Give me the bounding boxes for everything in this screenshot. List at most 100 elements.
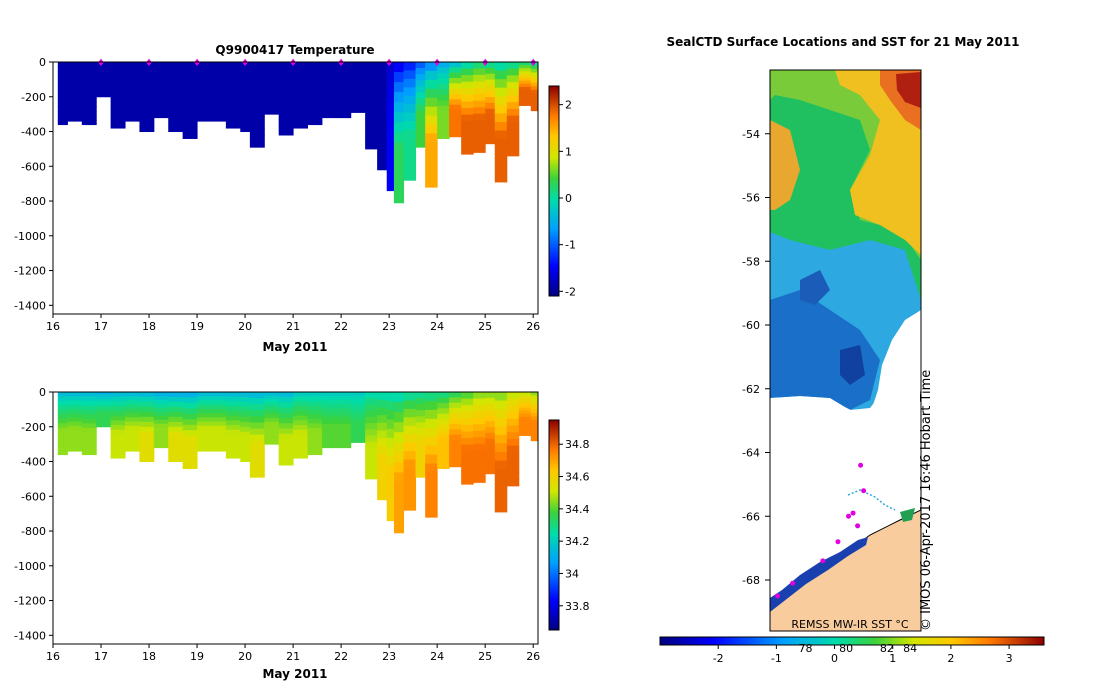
temperature-cell bbox=[168, 126, 184, 133]
y-tick-label: 0 bbox=[39, 56, 46, 69]
salinity-cell bbox=[153, 431, 169, 437]
salinity-cell bbox=[211, 421, 227, 427]
temperature-cell bbox=[139, 116, 155, 123]
salinity-cell bbox=[153, 415, 169, 421]
temperature-cell bbox=[67, 116, 83, 122]
salinity-cell bbox=[249, 392, 265, 399]
temperature-cell bbox=[249, 98, 265, 106]
salinity-cell bbox=[461, 392, 474, 400]
salinity-cell bbox=[307, 432, 323, 438]
temperature-cell bbox=[182, 72, 198, 79]
salinity-cell bbox=[197, 404, 212, 410]
temperature-cell bbox=[506, 129, 520, 137]
temperature-cell bbox=[403, 87, 417, 97]
salinity-cell bbox=[485, 438, 496, 446]
temperature-cell bbox=[377, 100, 388, 109]
temperature-cell bbox=[425, 97, 438, 108]
temperature-cell bbox=[125, 108, 140, 114]
temperature-cell bbox=[278, 98, 294, 105]
salinity-cell bbox=[461, 477, 474, 485]
salinity-colorbar-bar bbox=[548, 419, 560, 631]
salinity-cell bbox=[449, 461, 462, 468]
temperature-cell bbox=[425, 151, 438, 161]
temperature-cell bbox=[365, 130, 378, 137]
colorbar-tick-label: 0 bbox=[565, 192, 572, 205]
temperature-cell bbox=[240, 81, 251, 88]
salinity-cell bbox=[365, 435, 378, 443]
temperature-cell bbox=[506, 75, 520, 83]
temperature-cell bbox=[386, 135, 395, 146]
temperature-cell bbox=[81, 120, 97, 126]
temperature-cell bbox=[110, 123, 126, 129]
temperature-cell bbox=[278, 88, 294, 94]
salinity-cell bbox=[393, 432, 405, 443]
temperature-cell bbox=[377, 92, 388, 101]
temperature-cell bbox=[415, 104, 426, 112]
salinity-cell bbox=[57, 436, 68, 442]
salinity-cell bbox=[473, 456, 486, 464]
temperature-cell bbox=[153, 113, 169, 119]
temperature-cell bbox=[168, 106, 184, 113]
temperature-cell bbox=[211, 78, 227, 84]
salinity-cell bbox=[506, 425, 520, 433]
salinity-cell bbox=[415, 471, 426, 478]
temperature-cell bbox=[473, 139, 486, 147]
temperature-cell bbox=[403, 104, 417, 114]
temperature-cell bbox=[249, 80, 265, 87]
x-tick-label: 20 bbox=[238, 320, 252, 333]
sst-map-y-axis: -54 -56 -58 -60 -62 -64 -66 -68 bbox=[742, 128, 770, 587]
temperature-cell bbox=[518, 86, 532, 91]
salinity-cell bbox=[240, 451, 251, 458]
temperature-profile bbox=[530, 62, 538, 112]
temperature-cell bbox=[425, 169, 438, 179]
temperature-cell bbox=[449, 115, 462, 122]
colorbar-tick-label: 34.8 bbox=[565, 438, 590, 451]
map-y-tick-label: -58 bbox=[742, 255, 760, 268]
salinity-profile bbox=[264, 392, 280, 445]
temperature-cell bbox=[415, 62, 426, 69]
temperature-cell bbox=[182, 122, 198, 129]
temperature-cell bbox=[225, 109, 241, 115]
salinity-cell bbox=[415, 422, 426, 429]
salinity-cell bbox=[437, 430, 450, 437]
temperature-cell bbox=[225, 66, 241, 72]
temperature-cell bbox=[211, 83, 227, 88]
temperature-cell bbox=[386, 144, 395, 155]
salinity-cell bbox=[530, 409, 538, 414]
temperature-colorbar-bar bbox=[548, 85, 560, 297]
salinity-cell bbox=[225, 425, 241, 431]
temperature-cell bbox=[336, 81, 352, 87]
salinity-profile bbox=[437, 392, 450, 469]
salinity-profile bbox=[307, 392, 323, 456]
temperature-cell bbox=[473, 133, 486, 140]
y-tick-label: -800 bbox=[21, 195, 46, 208]
temperature-cell bbox=[518, 62, 532, 66]
salinity-cell bbox=[449, 429, 462, 436]
salinity-profile bbox=[461, 392, 474, 485]
temperature-cell bbox=[530, 100, 538, 105]
salinity-cell bbox=[225, 392, 241, 398]
temperature-cell bbox=[365, 86, 378, 94]
salinity-profile bbox=[494, 392, 508, 513]
salinity-cell bbox=[81, 427, 97, 433]
x-tick-label: 23 bbox=[382, 650, 396, 663]
salinity-cell bbox=[377, 484, 388, 493]
temperature-cell bbox=[377, 131, 388, 140]
temperature-cell bbox=[461, 108, 474, 116]
temperature-cell bbox=[307, 79, 323, 85]
salinity-profile bbox=[125, 392, 140, 452]
temperature-cell bbox=[96, 79, 112, 83]
salinity-cell bbox=[449, 440, 462, 446]
salinity-cell bbox=[96, 424, 112, 428]
salinity-cell bbox=[473, 463, 486, 470]
salinity-cell bbox=[377, 422, 388, 431]
sst-warm-west bbox=[770, 120, 800, 210]
salinity-cell bbox=[225, 410, 241, 417]
temperature-profile bbox=[81, 62, 97, 126]
temperature-cell bbox=[494, 79, 508, 89]
salinity-cell bbox=[249, 434, 265, 442]
salinity-cell bbox=[293, 406, 309, 412]
temperature-cell bbox=[403, 121, 417, 131]
sst-contour-label: 78 bbox=[798, 642, 812, 655]
